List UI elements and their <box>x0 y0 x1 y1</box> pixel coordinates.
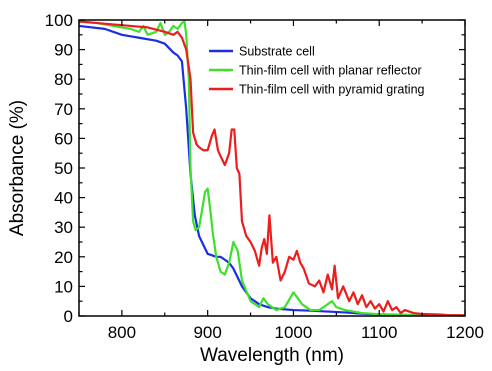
x-tick-label: 1100 <box>361 323 398 342</box>
series-layer <box>79 20 465 316</box>
x-axis-label: Wavelength (nm) <box>200 345 344 366</box>
y-tick-label: 30 <box>54 218 73 237</box>
y-tick-label: 50 <box>54 159 73 178</box>
x-tick-label: 1200 <box>446 323 484 342</box>
y-tick-label: 80 <box>54 70 73 89</box>
y-tick-label: 0 <box>64 307 73 326</box>
y-tick-label: 70 <box>54 100 73 119</box>
x-tick-label: 800 <box>108 323 136 342</box>
legend-label-3: Thin-film cell with pyramid grating <box>239 83 425 97</box>
y-tick-label: 10 <box>54 277 73 296</box>
y-tick-label: 90 <box>54 41 73 60</box>
legend-label-2: Thin-film cell with planar reflector <box>239 64 422 78</box>
legend: Substrate cell Thin-film cell with planar… <box>209 45 425 97</box>
y-tick-label: 40 <box>54 189 73 208</box>
y-tick-label: 20 <box>54 248 73 267</box>
series-line-2 <box>79 20 465 316</box>
y-tick-label: 100 <box>45 11 73 30</box>
y-tick-label: 60 <box>54 129 73 148</box>
legend-label-1: Substrate cell <box>239 45 315 59</box>
x-tick-label: 900 <box>193 323 221 342</box>
series-line-1 <box>79 24 465 316</box>
tick-labels-layer: 800 900 1000 1100 1200 0 10 20 30 40 50 60 70 80 90 100 <box>45 11 484 342</box>
series-line-3 <box>79 20 465 316</box>
y-axis-label: Absorbance (%) <box>7 100 28 236</box>
ticks-layer <box>78 19 466 317</box>
x-tick-label: 1000 <box>275 323 313 342</box>
